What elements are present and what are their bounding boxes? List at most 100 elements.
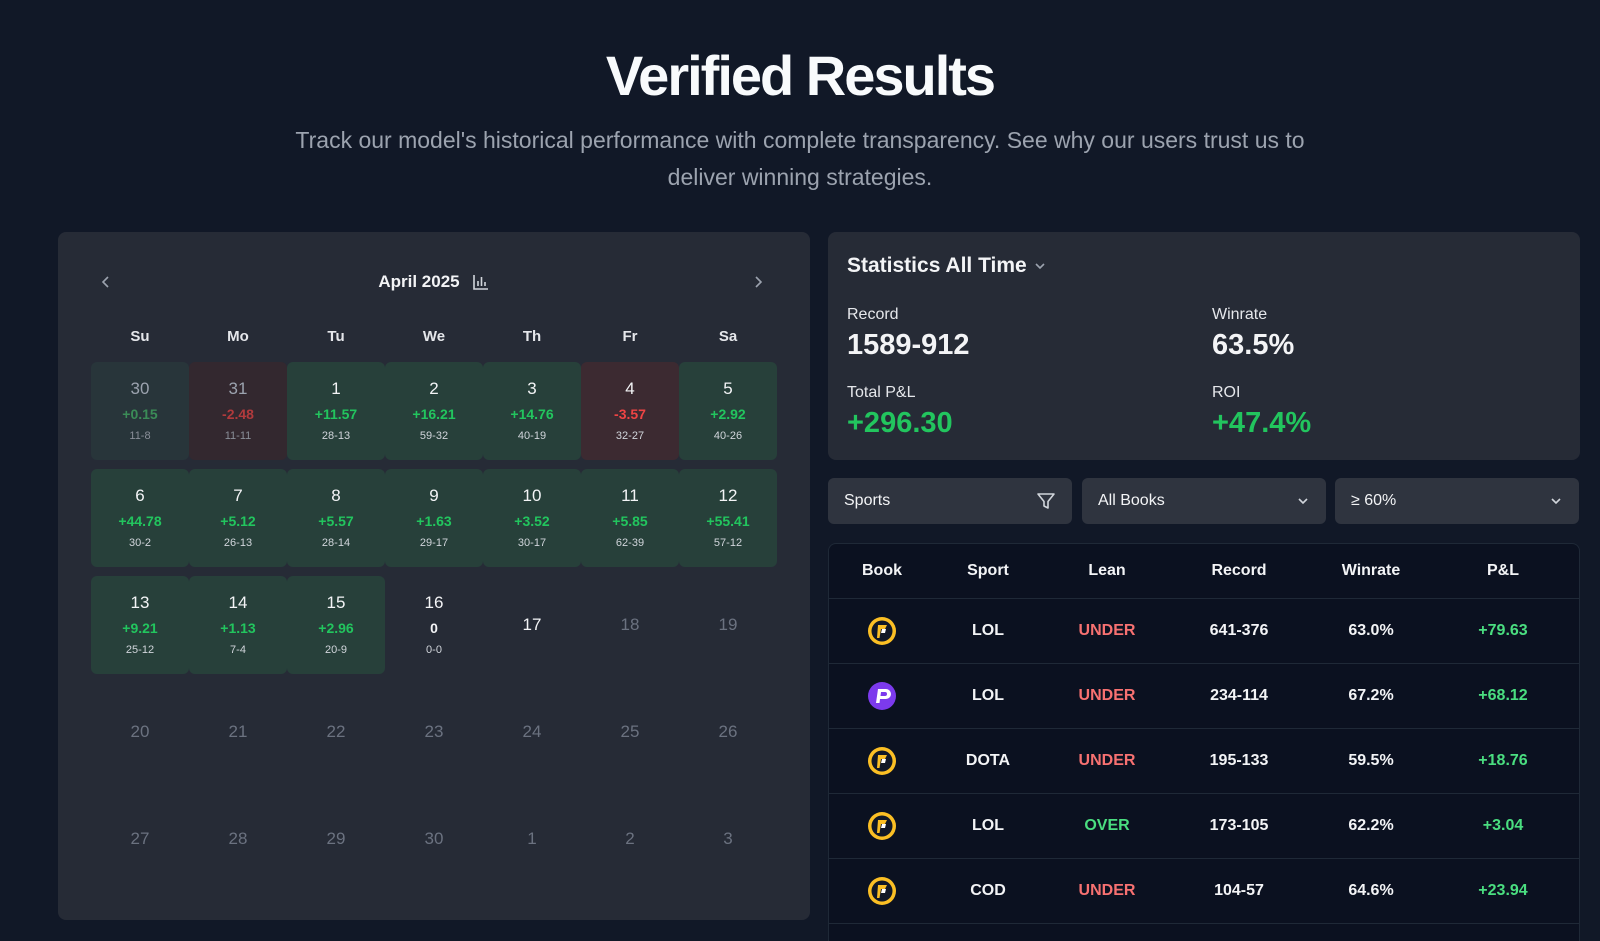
calendar-day[interactable]: 22 <box>287 683 385 781</box>
calendar-day[interactable]: 10 +3.52 30-17 <box>483 469 581 567</box>
calendar-day[interactable]: 25 <box>581 683 679 781</box>
chevron-right-icon <box>755 276 763 288</box>
column-header[interactable]: P&L <box>1487 562 1519 579</box>
calendar-day[interactable]: 6 +44.78 30-2 <box>91 469 189 567</box>
calendar-day[interactable]: 30 +0.15 11-8 <box>91 362 189 460</box>
next-month-button[interactable] <box>742 266 774 298</box>
calendar-day[interactable]: 11 +5.85 62-39 <box>581 469 679 567</box>
day-number: 5 <box>723 379 733 398</box>
calendar-day[interactable]: 20 <box>91 683 189 781</box>
day-number: 1 <box>527 829 537 848</box>
calendar-day[interactable]: 3 <box>679 790 777 888</box>
day-pl: +11.57 <box>314 406 358 422</box>
stat-label: Winrate <box>1212 306 1268 323</box>
stat-value: 1589-912 <box>847 329 970 361</box>
calendar-day[interactable]: 13 +9.21 25-12 <box>91 576 189 674</box>
day-number: 6 <box>135 486 145 505</box>
month-title: April 2025 <box>378 272 460 291</box>
calendar-day[interactable]: 2 +16.21 59-32 <box>385 362 483 460</box>
confidence-select[interactable]: ≥ 60% <box>1335 478 1579 524</box>
stat-label: Total P&L <box>847 384 916 401</box>
calendar-day[interactable]: 31 -2.48 11-11 <box>189 362 287 460</box>
cell-winrate: 62.2% <box>1348 817 1394 834</box>
day-number: 4 <box>625 379 635 398</box>
calendar-day[interactable]: 12 +55.41 57-12 <box>679 469 777 567</box>
calendar-day[interactable]: 1 <box>483 790 581 888</box>
calendar-day[interactable]: 26 <box>679 683 777 781</box>
table-row[interactable]: LOL UNDER 641-376 63.0% +79.63 <box>829 599 1579 664</box>
weekday-label: We <box>422 328 446 345</box>
column-header[interactable]: Sport <box>967 562 1009 579</box>
day-record: 11-11 <box>224 430 252 442</box>
column-header[interactable]: Record <box>1211 562 1267 579</box>
calendar-day[interactable]: 1 +11.57 28-13 <box>287 362 385 460</box>
cell-record: 234-114 <box>1210 687 1268 704</box>
calendar-day[interactable]: 21 <box>189 683 287 781</box>
sports-filter[interactable]: Sports <box>828 478 1072 524</box>
day-number: 21 <box>228 722 248 741</box>
prev-month-button[interactable] <box>90 266 122 298</box>
calendar-day[interactable]: 14 +1.13 7-4 <box>189 576 287 674</box>
table-row[interactable]: LOL OVER 173-105 62.2% +3.04 <box>829 794 1579 859</box>
day-number: 19 <box>718 615 738 634</box>
calendar-day[interactable]: 30 <box>385 790 483 888</box>
day-number: 18 <box>620 615 640 634</box>
weekday-label: Sa <box>718 328 738 345</box>
cell-record: 195-133 <box>1209 752 1269 769</box>
calendar-day[interactable]: 27 <box>91 790 189 888</box>
calendar-day[interactable]: 4 -3.57 32-27 <box>581 362 679 460</box>
calendar-day[interactable]: 28 <box>189 790 287 888</box>
day-pl: +3.52 <box>514 513 550 529</box>
day-number: 7 <box>233 486 243 505</box>
day-number: 22 <box>326 722 346 741</box>
weekday-label: Tu <box>327 328 345 345</box>
column-header[interactable]: Winrate <box>1341 562 1401 579</box>
calendar-day[interactable]: 8 +5.57 28-14 <box>287 469 385 567</box>
day-record: 29-17 <box>419 537 449 549</box>
statistics-period-dropdown[interactable]: Statistics All Time <box>847 254 1047 278</box>
table-row[interactable]: COD UNDER 104-57 64.6% +23.94 <box>829 859 1579 924</box>
cell-pl: +68.12 <box>1478 687 1528 704</box>
calendar-day[interactable]: 19 <box>679 576 777 674</box>
day-number: 24 <box>522 722 542 741</box>
calendar-day[interactable]: 17 <box>483 576 581 674</box>
calendar-day[interactable]: 7 +5.12 26-13 <box>189 469 287 567</box>
column-header[interactable]: Lean <box>1088 562 1126 579</box>
chevron-down-icon <box>1296 494 1310 508</box>
bar-chart-icon[interactable] <box>472 273 490 291</box>
calendar-day[interactable]: 18 <box>581 576 679 674</box>
cell-pl: +3.04 <box>1482 817 1524 834</box>
calendar-header: April 2025 <box>58 266 810 298</box>
calendar-day[interactable]: 9 +1.63 29-17 <box>385 469 483 567</box>
calendar-day[interactable]: 5 +2.92 40-26 <box>679 362 777 460</box>
day-pl: +2.92 <box>710 406 746 422</box>
day-number: 28 <box>228 829 248 848</box>
cell-lean: OVER <box>1084 817 1130 834</box>
books-select[interactable]: All Books <box>1082 478 1326 524</box>
calendar-day[interactable]: 16 0 0-0 <box>385 576 483 674</box>
table-row[interactable]: LOL UNDER 234-114 67.2% +68.12 <box>829 664 1579 729</box>
results-table: Book Sport Lean Record Winrate P&L LOL UN… <box>828 543 1580 941</box>
day-number: 10 <box>522 486 542 505</box>
calendar-day[interactable]: 2 <box>581 790 679 888</box>
calendar-day[interactable]: 24 <box>483 683 581 781</box>
day-pl: +16.21 <box>412 406 456 422</box>
calendar-day[interactable]: 29 <box>287 790 385 888</box>
calendar-day[interactable]: 23 <box>385 683 483 781</box>
cell-sport: LOL <box>972 687 1004 704</box>
day-record: 7-4 <box>230 644 246 656</box>
calendar-grid: 30 +0.15 11-8 31 -2.48 11-11 1 +11.57 28-13 2 +16.… <box>91 362 777 897</box>
calendar-day[interactable]: 3 +14.76 40-19 <box>483 362 581 460</box>
calendar-day[interactable]: 15 +2.96 20-9 <box>287 576 385 674</box>
cell-record: 173-105 <box>1209 817 1269 834</box>
day-number: 12 <box>718 486 738 505</box>
chevron-down-icon <box>1035 263 1045 270</box>
column-header[interactable]: Book <box>862 562 902 579</box>
day-number: 16 <box>424 593 444 612</box>
day-number: 15 <box>326 593 346 612</box>
table-row[interactable]: DOTA UNDER 195-133 59.5% +18.76 <box>829 729 1579 794</box>
day-record: 0-0 <box>426 644 442 656</box>
day-pl: +55.41 <box>706 513 750 529</box>
day-number: 8 <box>331 486 341 505</box>
stat-value: 63.5% <box>1212 329 1295 361</box>
